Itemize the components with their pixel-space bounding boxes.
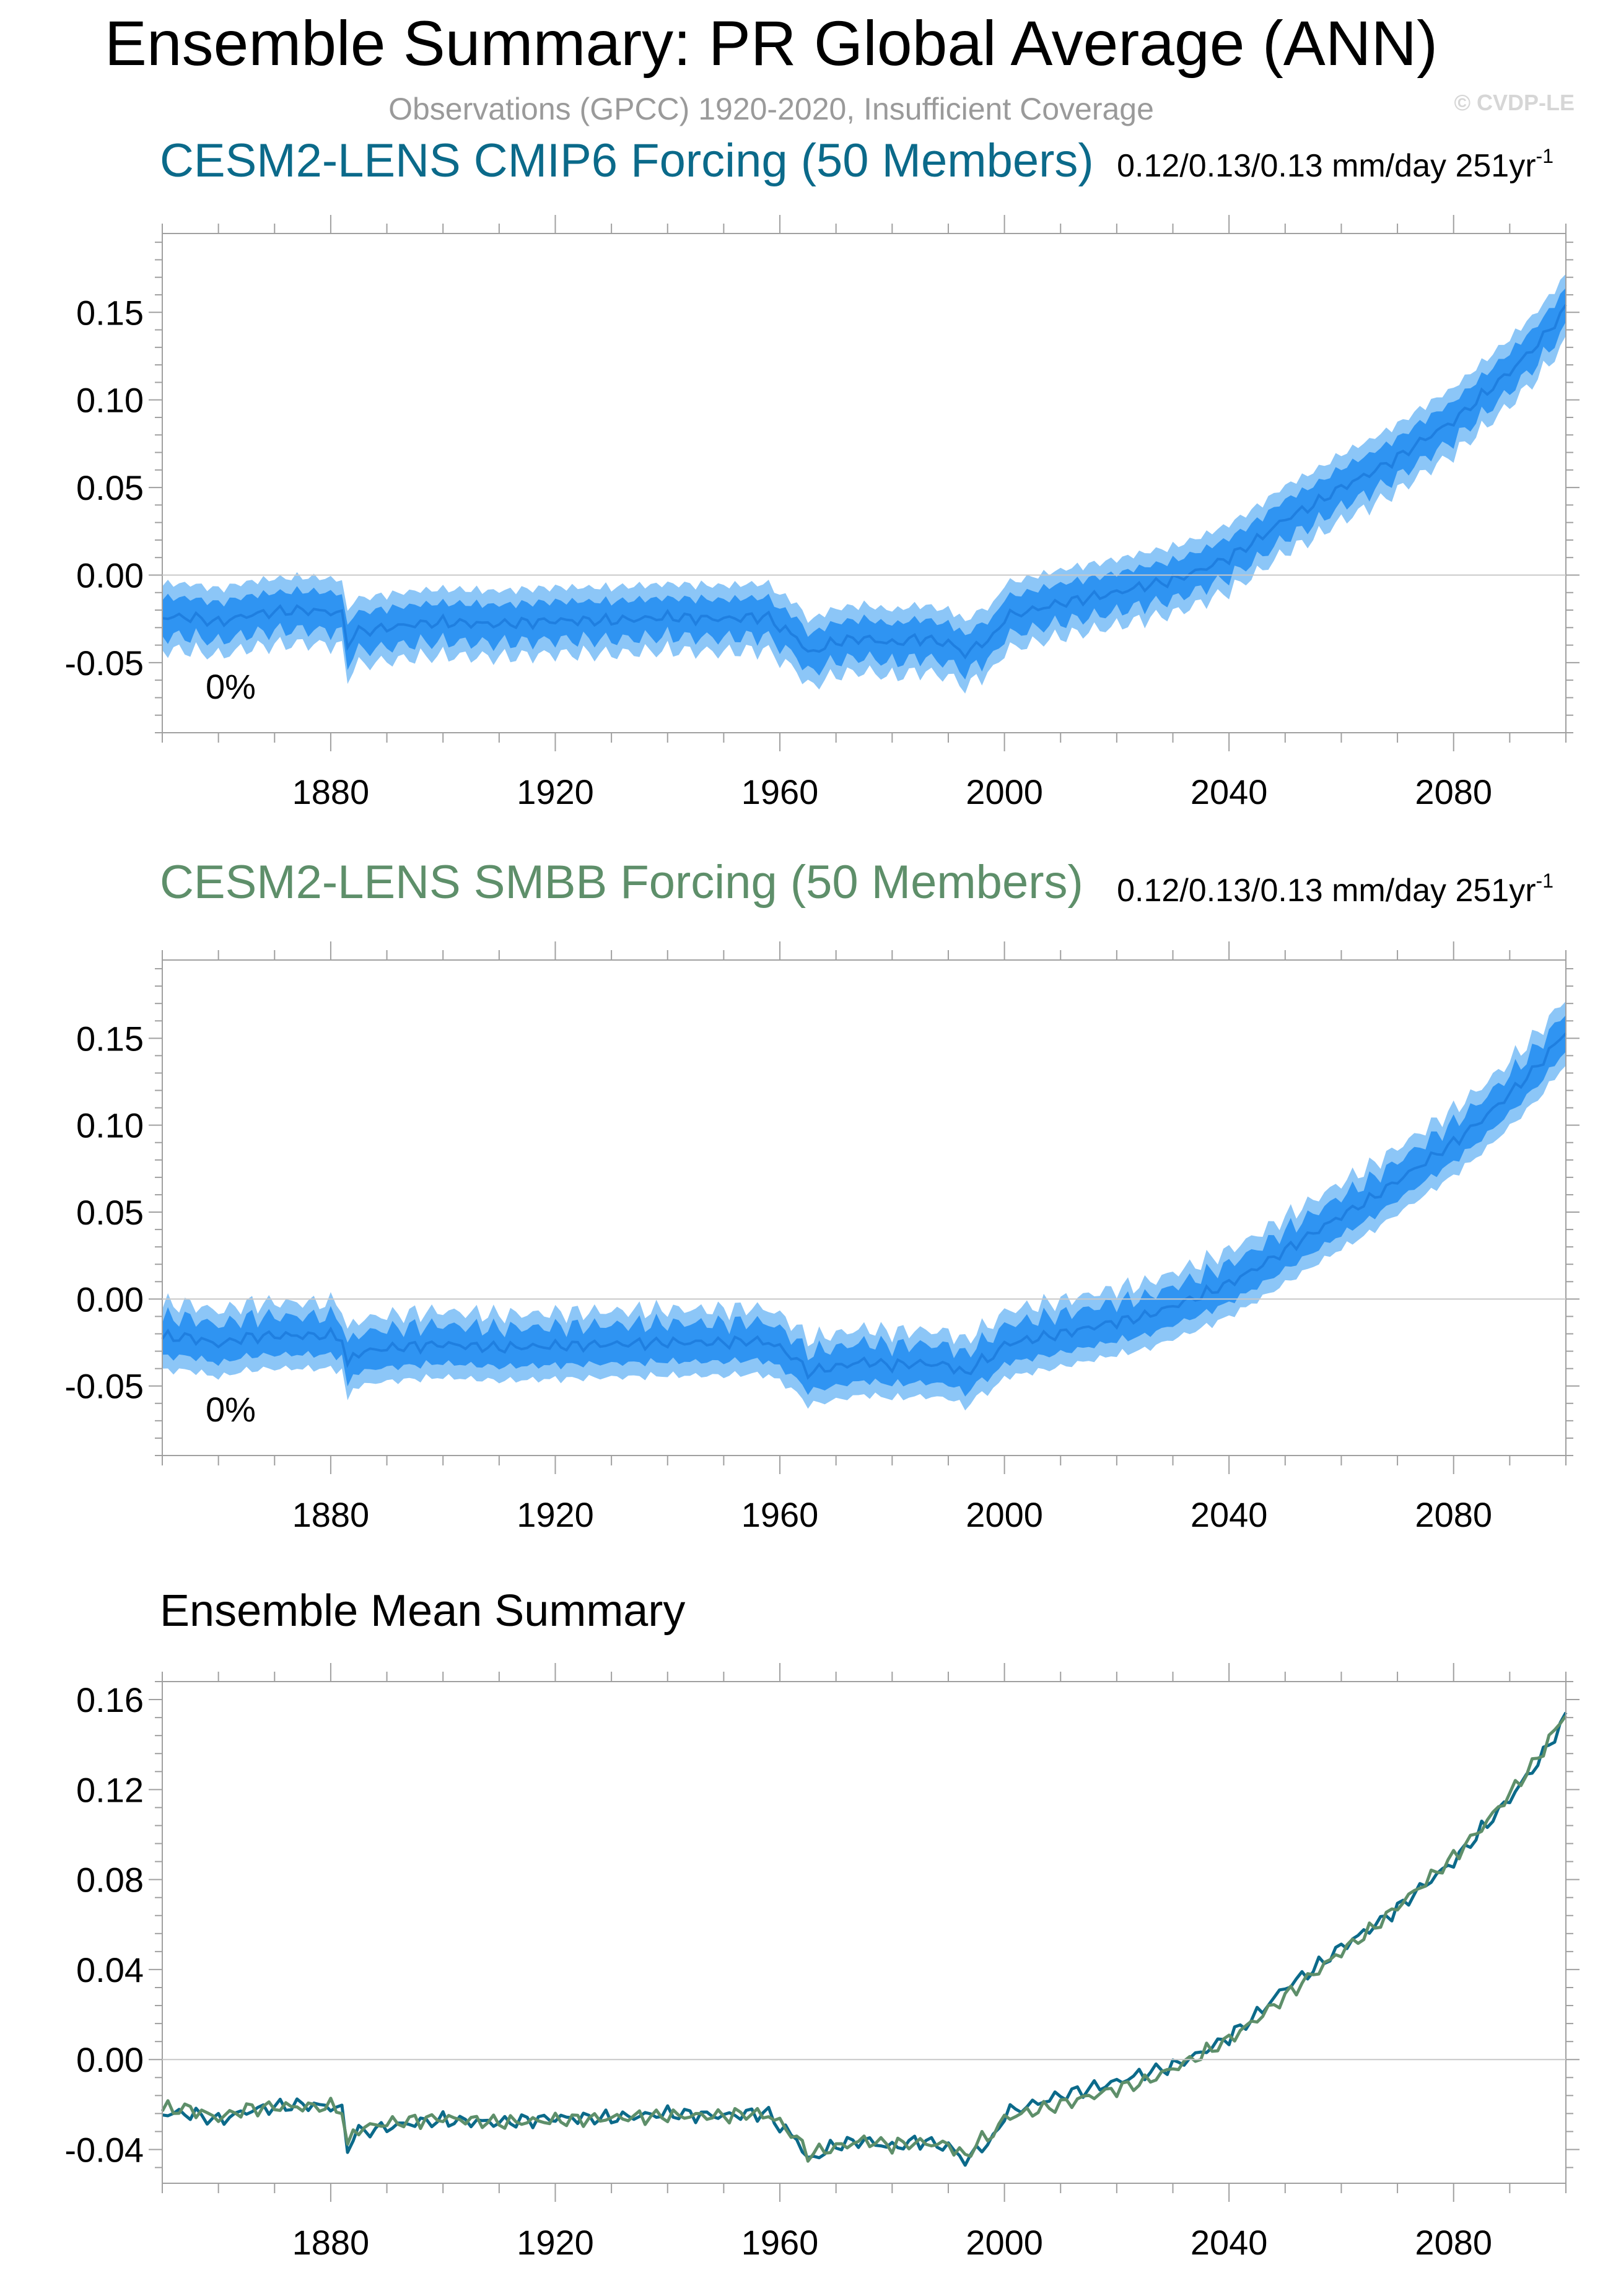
panel-title: CESM2-LENS SMBB Forcing (50 Members) <box>160 856 1083 909</box>
figure-subtitle: Observations (GPCC) 1920-2020, Insuffici… <box>388 92 1154 126</box>
y-tick-label: 0.05 <box>76 468 144 507</box>
x-tick-label: 1960 <box>741 1495 819 1534</box>
x-tick-label: 2040 <box>1191 2223 1268 2262</box>
coverage-annotation: 0% <box>206 1390 256 1429</box>
x-tick-label: 2080 <box>1415 772 1492 811</box>
x-tick-label: 1920 <box>517 2223 594 2262</box>
y-tick-label: 0.05 <box>76 1193 144 1232</box>
y-tick-label: 0.12 <box>76 1770 144 1809</box>
ensemble-mean-line <box>161 1032 1567 1380</box>
panel-stats: 0.12/0.13/0.13 mm/day 251yr-1 <box>1117 145 1553 184</box>
panel-smbb-forcing: CESM2-LENS SMBB Forcing (50 Members) 0.12… <box>64 856 1580 1534</box>
x-tick-label: 2040 <box>1191 772 1268 811</box>
plot-frame <box>162 1681 1566 2184</box>
coverage-annotation: 0% <box>206 667 256 706</box>
x-tick-label: 2000 <box>966 1495 1043 1534</box>
series-line-smbb <box>160 1714 1568 2163</box>
series-line-cmip6 <box>162 1711 1568 2167</box>
x-tick-label: 2040 <box>1191 1495 1268 1534</box>
y-tick-label: 0.00 <box>76 556 144 595</box>
x-tick-label: 2080 <box>1415 1495 1492 1534</box>
x-tick-label: 1880 <box>292 772 370 811</box>
y-tick-label: 0.08 <box>76 1861 144 1900</box>
y-tick-label: 0.10 <box>76 1106 144 1145</box>
y-tick-label: 0.04 <box>76 1950 144 1989</box>
y-tick-label: -0.04 <box>64 2131 144 2170</box>
x-tick-label: 2000 <box>966 2223 1043 2262</box>
panel-title: Ensemble Mean Summary <box>160 1586 685 1636</box>
y-tick-label: 0.16 <box>76 1680 144 1719</box>
spread-band-outer <box>162 274 1566 694</box>
spread-band-inner <box>162 1015 1566 1397</box>
figure-title: Ensemble Summary: PR Global Average (ANN… <box>105 8 1438 79</box>
x-tick-label: 1880 <box>292 2223 370 2262</box>
y-tick-label: 0.15 <box>76 1019 144 1058</box>
x-tick-label: 1920 <box>517 772 594 811</box>
panel-stats-value: 0.12/0.13/0.13 mm/day 251yr <box>1117 148 1536 184</box>
y-tick-label: 0.00 <box>76 2040 144 2079</box>
x-tick-label: 1880 <box>292 1495 370 1534</box>
panel-stats-superscript: -1 <box>1536 870 1553 892</box>
spread-band-inner <box>162 287 1566 680</box>
x-tick-label: 1920 <box>517 1495 594 1534</box>
panel-stats-superscript: -1 <box>1536 145 1553 167</box>
watermark: © CVDP-LE <box>1454 90 1575 115</box>
panel-stats: 0.12/0.13/0.13 mm/day 251yr-1 <box>1117 870 1553 909</box>
panel-ensemble-mean-summary: Ensemble Mean Summary -0.04 0.00 0.04 0.08 0.… <box>64 1586 1580 2262</box>
panel-stats-value: 0.12/0.13/0.13 mm/day 251yr <box>1117 873 1536 909</box>
x-tick-label: 1960 <box>741 2223 819 2262</box>
y-tick-label: 0.10 <box>76 381 144 420</box>
panel-title: CESM2-LENS CMIP6 Forcing (50 Members) <box>160 134 1094 187</box>
y-tick-label: -0.05 <box>64 1367 144 1406</box>
plot-frame <box>162 233 1566 733</box>
x-tick-label: 2000 <box>966 772 1043 811</box>
x-tick-label: 1960 <box>741 772 819 811</box>
ensemble-mean-line <box>162 304 1567 660</box>
y-tick-label: 0.15 <box>76 293 144 332</box>
panel-cmip6-forcing: CESM2-LENS CMIP6 Forcing (50 Members) 0.1… <box>64 134 1580 811</box>
y-tick-label: -0.05 <box>64 644 144 683</box>
y-tick-label: 0.00 <box>76 1280 144 1319</box>
plot-frame <box>162 959 1566 1456</box>
x-tick-label: 2080 <box>1415 2223 1492 2262</box>
